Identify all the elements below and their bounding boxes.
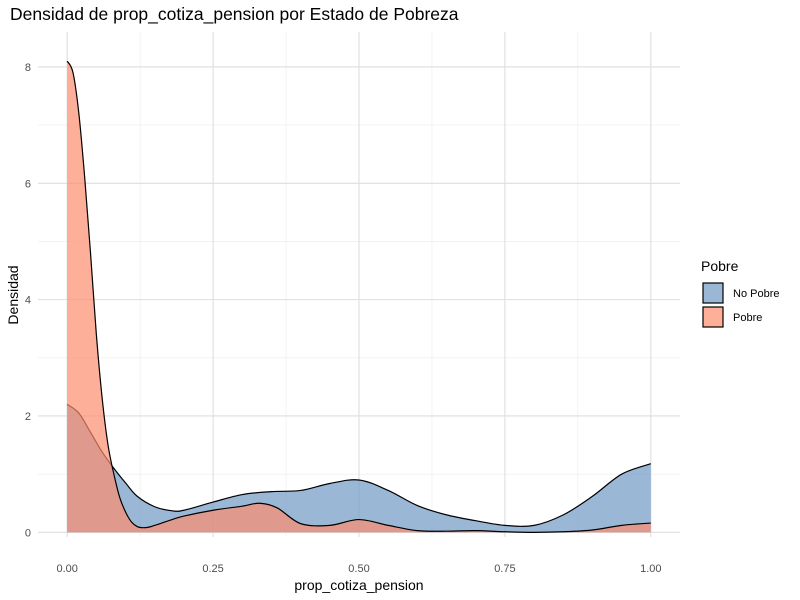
chart-title: Densidad de prop_cotiza_pension por Esta…	[10, 4, 459, 24]
y-axis-title: Densidad	[5, 265, 21, 324]
x-tick-label: 1.00	[640, 563, 661, 575]
legend-key-pobre	[702, 306, 724, 328]
y-tick-label: 0	[25, 527, 31, 539]
x-tick-label: 0.00	[56, 563, 77, 575]
grid-lines	[38, 32, 680, 537]
density-curve-no-pobre	[66, 403, 652, 527]
y-tick-label: 4	[25, 295, 31, 307]
y-tick-label: 8	[25, 62, 31, 74]
density-areas	[66, 60, 652, 533]
x-axis-title: prop_cotiza_pension	[294, 577, 423, 593]
y-tick-label: 6	[25, 178, 31, 190]
legend-label-no-pobre: No Pobre	[733, 288, 779, 300]
axis-ticks: 0.00 0.25 0.50 0.75 1.00 0 2 4 6 8	[25, 62, 662, 575]
legend-title: Pobre	[701, 258, 739, 274]
x-tick-label: 0.50	[348, 563, 369, 575]
x-tick-label: 0.75	[494, 563, 515, 575]
x-tick-label: 0.25	[202, 563, 223, 575]
legend: Pobre No Pobre Pobre	[701, 258, 779, 328]
y-tick-label: 2	[25, 411, 31, 423]
legend-key-no-pobre	[702, 282, 724, 304]
legend-label-pobre: Pobre	[733, 312, 762, 324]
density-curve-pobre	[66, 60, 651, 533]
